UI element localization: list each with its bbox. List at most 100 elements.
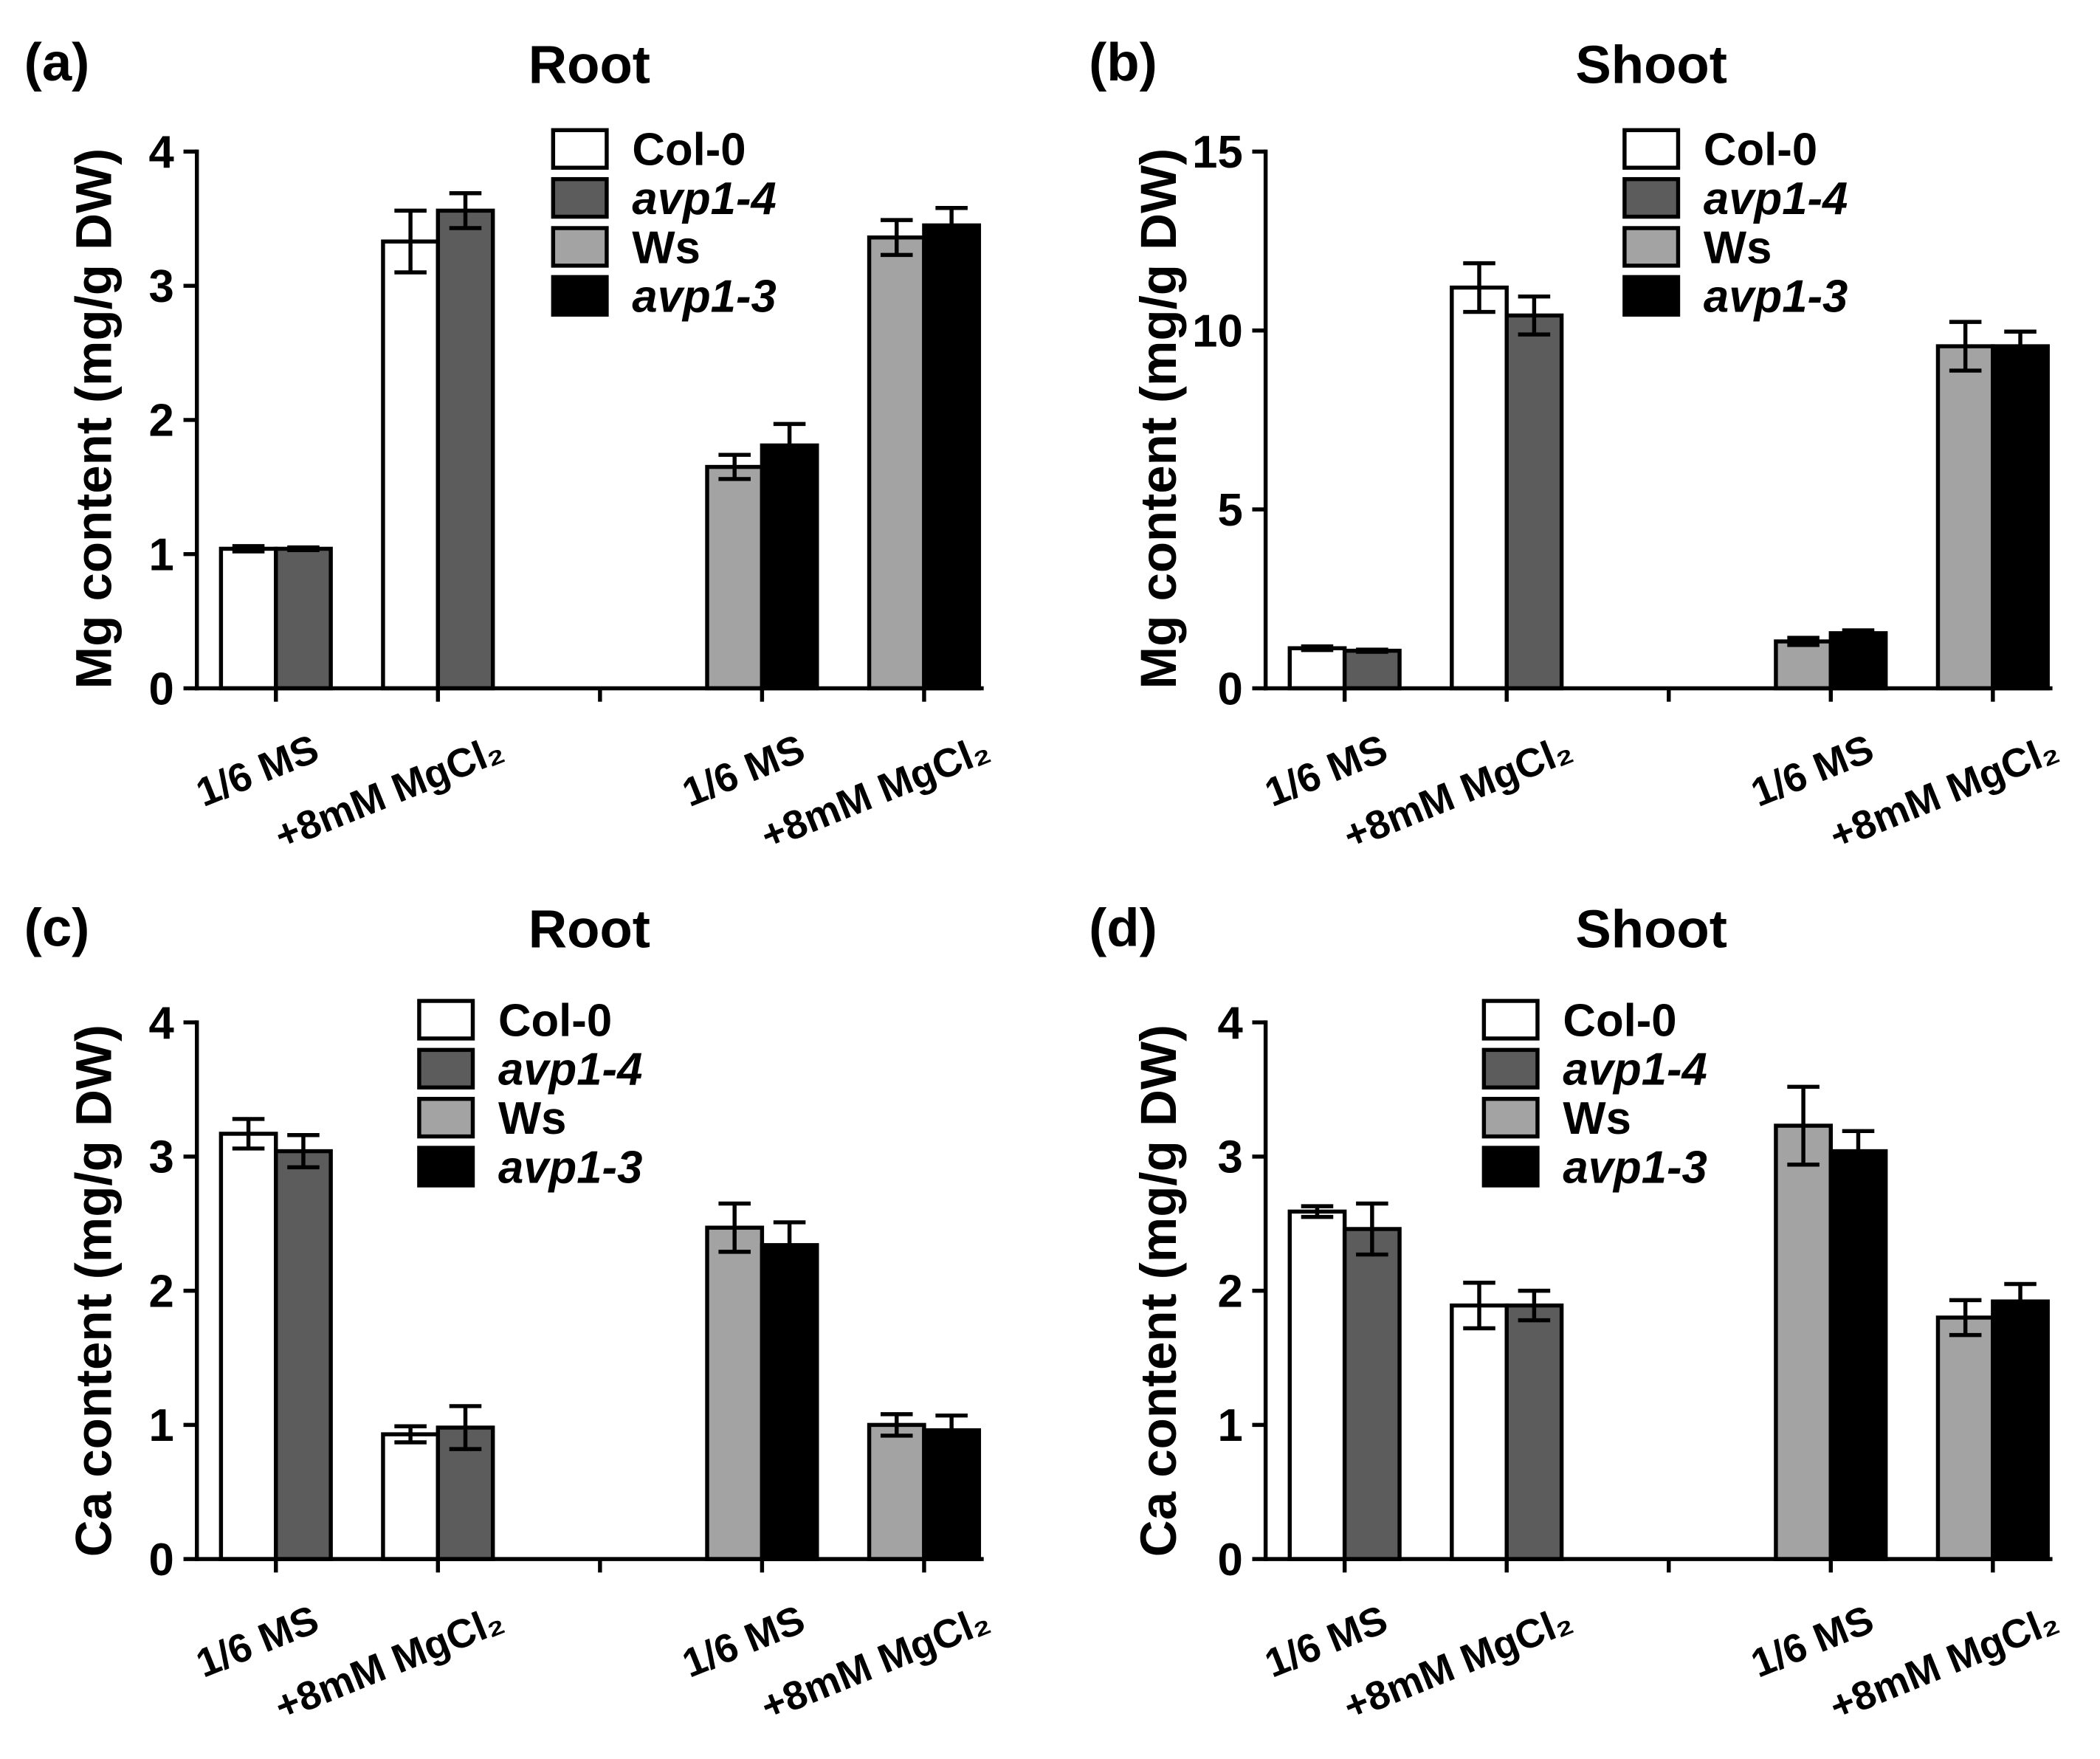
- y-axis-label: Ca content (mg/g DW): [1130, 1025, 1187, 1557]
- legend-item-avp1-3: avp1-3: [551, 272, 777, 323]
- bar-ws: [1935, 1315, 1995, 1561]
- legend-item-col-0: Col-0: [551, 125, 746, 176]
- y-tick-label: 3: [1217, 1132, 1242, 1183]
- error-bar-col-0: [1463, 261, 1495, 314]
- error-bar-avp1-3: [2004, 329, 2037, 363]
- legend-item-avp1-4: avp1-4: [551, 173, 777, 224]
- bar-avp1-3: [922, 1428, 982, 1561]
- legend-item-avp1-4: avp1-4: [1481, 1044, 1707, 1095]
- legend-label: Ws: [498, 1093, 567, 1144]
- legend-label: avp1-4: [1563, 1044, 1707, 1095]
- y-tick-label: 4: [149, 127, 174, 178]
- y-tick-label: 4: [149, 998, 174, 1049]
- legend-swatch: [1481, 1047, 1540, 1090]
- legend-swatch: [1622, 128, 1681, 170]
- y-tick-label: 10: [1192, 306, 1243, 357]
- bar-avp1-4: [274, 1149, 333, 1561]
- chart-title: Shoot: [1575, 35, 1727, 95]
- legend-item-avp1-4: avp1-4: [1622, 173, 1848, 224]
- y-tick-label: 1: [1217, 1400, 1242, 1451]
- error-bars: [1301, 1084, 2037, 1338]
- legend-item-col-0: Col-0: [1481, 995, 1677, 1046]
- error-bar-col-0: [1301, 1204, 1334, 1219]
- legend-swatch: [1481, 1096, 1540, 1139]
- legend-label: avp1-3: [1563, 1142, 1707, 1193]
- bar-avp1-3: [1828, 1149, 1888, 1561]
- legend-label: avp1-4: [632, 173, 776, 224]
- error-bar-ws: [880, 218, 913, 258]
- chart-title: Shoot: [1575, 899, 1727, 959]
- error-bar-avp1-3: [773, 421, 806, 469]
- bar-avp1-4: [1342, 1227, 1402, 1561]
- bar-ws: [1774, 1123, 1834, 1561]
- legend-swatch: [1481, 1146, 1540, 1188]
- legend-item-ws: Ws: [1622, 222, 1772, 273]
- legend-label: avp1-4: [1704, 173, 1848, 224]
- y-tick-label: 0: [149, 664, 174, 715]
- bars: [1287, 1123, 2050, 1561]
- legend-swatch: [551, 226, 609, 268]
- legend-label: Col-0: [1704, 125, 1817, 176]
- error-bar-avp1-4: [1518, 294, 1551, 337]
- legend-label: avp1-3: [498, 1142, 642, 1193]
- bar-avp1-3: [1991, 1299, 2050, 1561]
- y-tick-label: 3: [149, 261, 174, 312]
- bar-avp1-4: [274, 546, 333, 691]
- y-axis-label: Mg content (mg/g DW): [66, 148, 123, 689]
- bar-col-0: [381, 239, 441, 691]
- bar-avp1-3: [1828, 631, 1888, 691]
- bar-avp1-3: [760, 1243, 819, 1561]
- y-tick-label: 0: [1217, 664, 1242, 715]
- legend-item-col-0: Col-0: [417, 995, 612, 1046]
- bars: [218, 1132, 982, 1561]
- y-axis-label: Ca content (mg/g DW): [66, 1025, 123, 1557]
- panel-label: (d): [1089, 898, 1157, 957]
- legend-item-ws: Ws: [417, 1093, 567, 1144]
- legend-swatch: [1481, 999, 1540, 1041]
- y-tick-label: 0: [149, 1535, 174, 1586]
- legend-label: Col-0: [498, 995, 612, 1046]
- error-bar-ws: [718, 1201, 751, 1254]
- legend-item-col-0: Col-0: [1622, 125, 1817, 176]
- bar-avp1-3: [1991, 344, 2050, 691]
- bar-col-0: [1287, 646, 1347, 691]
- error-bar-ws: [880, 1412, 913, 1438]
- bar-ws: [867, 235, 926, 691]
- bar-col-0: [1287, 1209, 1347, 1561]
- legend-swatch: [417, 999, 475, 1041]
- bar-ws: [1774, 639, 1834, 691]
- error-bar-avp1-3: [1842, 628, 1875, 638]
- error-bar-col-0: [1463, 1280, 1495, 1331]
- legend-item-avp1-3: avp1-3: [417, 1142, 642, 1193]
- bar-col-0: [1450, 285, 1509, 691]
- y-tick-label: 5: [1217, 485, 1242, 536]
- y-axis-label: Mg content (mg/g DW): [1130, 148, 1187, 689]
- error-bar-avp1-4: [1356, 1201, 1388, 1257]
- error-bar-ws: [1949, 1298, 1982, 1338]
- y-tick-label: 4: [1217, 998, 1242, 1049]
- legend-swatch: [551, 176, 609, 219]
- legend-label: Col-0: [632, 125, 746, 176]
- legend-swatch: [1622, 226, 1681, 268]
- legend-item-avp1-3: avp1-3: [1481, 1142, 1707, 1193]
- error-bar-ws: [1949, 320, 1982, 373]
- legend-label: avp1-3: [1704, 272, 1848, 323]
- y-tick-label: 15: [1192, 127, 1243, 178]
- bar-avp1-3: [922, 223, 982, 691]
- error-bar-avp1-3: [935, 206, 968, 245]
- error-bar-col-0: [394, 208, 427, 275]
- bar-ws: [705, 1225, 765, 1561]
- error-bar-col-0: [232, 544, 265, 554]
- y-tick-label: 3: [149, 1132, 174, 1183]
- error-bar-avp1-3: [1842, 1129, 1875, 1174]
- y-tick-label: 2: [1217, 1266, 1242, 1317]
- legend-label: Ws: [632, 222, 700, 273]
- chart-title: Root: [529, 899, 650, 959]
- error-bar-avp1-4: [287, 1133, 320, 1170]
